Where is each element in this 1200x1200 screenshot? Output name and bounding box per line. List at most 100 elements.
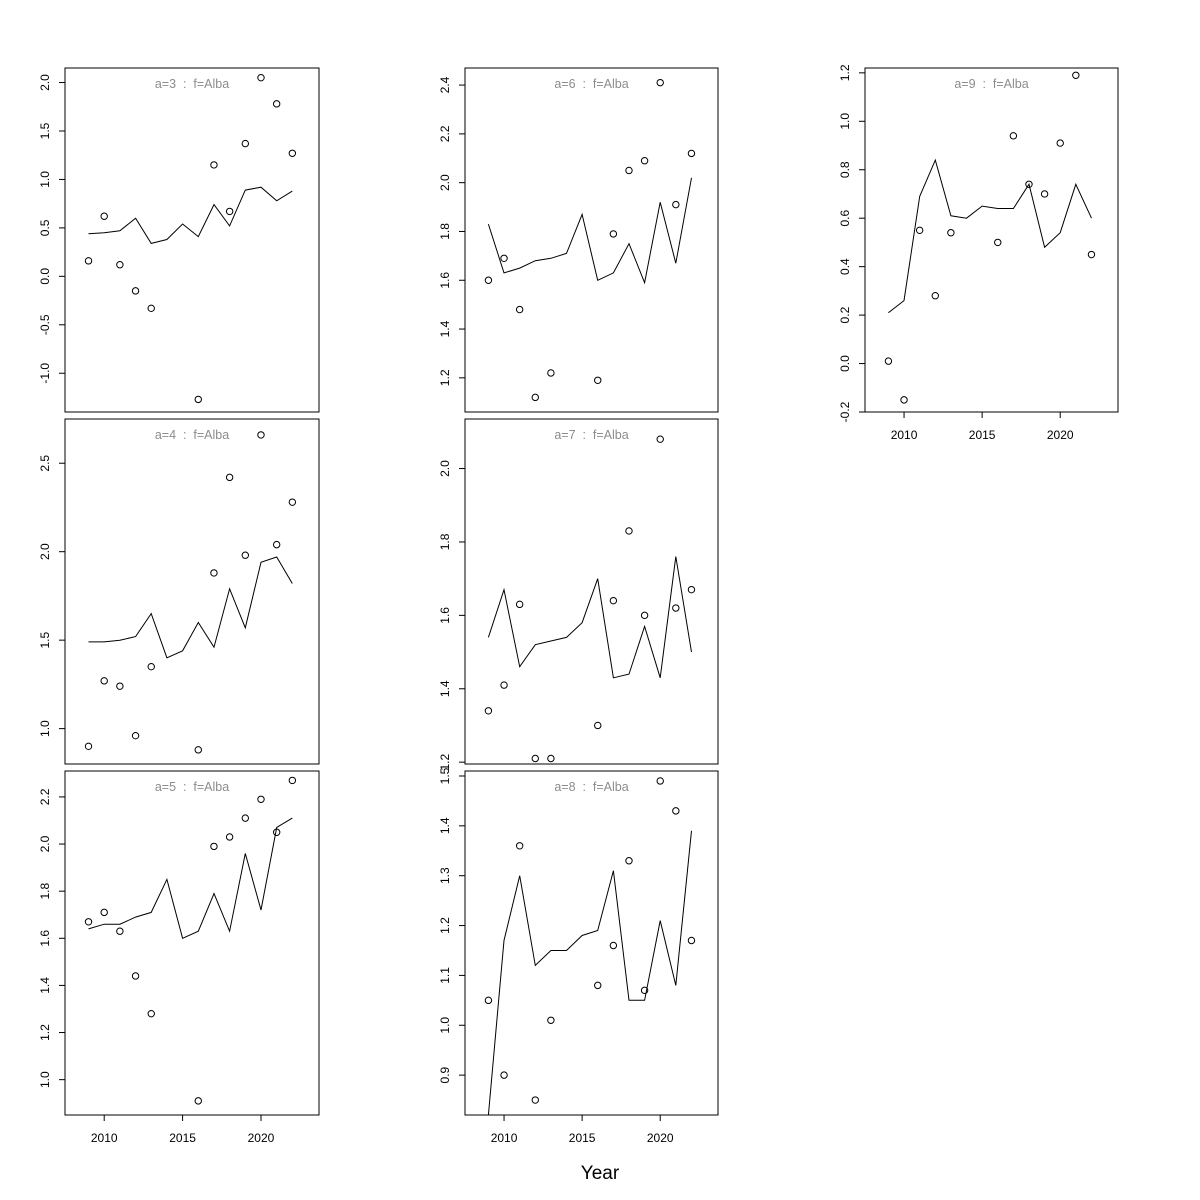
observed-point <box>84 742 93 751</box>
observed-point <box>531 393 539 402</box>
y-tick-label: 1.2 <box>438 754 452 771</box>
y-tick-label: 0.8 <box>838 161 852 178</box>
y-tick-label: 1.2 <box>438 917 452 934</box>
x-axis-label: Year <box>581 1163 620 1184</box>
fitted-line <box>888 158 1092 314</box>
plot-frame <box>864 67 1119 413</box>
y-tick-label: 1.2 <box>838 64 852 81</box>
observed-point <box>288 498 297 506</box>
observed-point <box>994 238 1002 247</box>
y-tick-label: 1.3 <box>438 867 452 884</box>
x-axis: 2010 2015 2020 <box>491 1115 674 1145</box>
x-tick-label: 2020 <box>248 1131 275 1145</box>
y-axis: 0.9 1.0 1.1 1.2 1.3 1.4 1.5 <box>438 767 465 1083</box>
observed-point <box>272 540 281 549</box>
observed-point <box>484 707 493 715</box>
observed-point <box>915 226 924 235</box>
y-tick-label: 1.4 <box>438 680 452 697</box>
y-tick-label: 0.5 <box>38 219 52 236</box>
observed-point <box>272 828 281 836</box>
observed-point <box>210 569 218 577</box>
observed-point <box>500 254 508 262</box>
observed-point <box>484 996 493 1005</box>
y-axis: 1.0 1.2 1.4 1.6 1.8 2.0 2.2 <box>38 788 65 1088</box>
observed-point <box>1056 139 1064 147</box>
observed-point <box>656 78 664 87</box>
y-tick-label: 1.2 <box>38 1024 52 1041</box>
observed-point <box>84 918 93 926</box>
observed-point <box>515 600 524 609</box>
observed-point <box>147 662 155 671</box>
y-axis: 1.2 1.4 1.6 1.8 2.0 2.2 2.4 <box>438 76 465 386</box>
observed-point <box>194 746 202 754</box>
y-tick-label: 1.8 <box>438 533 452 550</box>
observed-point <box>500 681 508 689</box>
observed-point <box>257 431 265 439</box>
observed-point <box>500 1071 508 1079</box>
y-tick-label: 1.6 <box>438 272 452 289</box>
x-axis: 2010 2015 2020 <box>891 412 1074 442</box>
observed-point <box>672 200 680 209</box>
observed-point <box>147 304 155 313</box>
observed-point <box>547 1016 555 1024</box>
panel-title: a=9 : f=Alba <box>954 77 1028 91</box>
observed-point <box>100 908 108 917</box>
y-tick-label: 0.0 <box>38 268 52 285</box>
panel-7: a=9 : f=Alba -0.2 0.0 0.2 0.4 0.6 0.8 1.0 1.2 201… <box>838 64 1119 442</box>
observed-point <box>210 842 218 851</box>
observed-point <box>1072 71 1080 79</box>
observed-point <box>656 435 664 443</box>
observed-point <box>147 1009 155 1018</box>
y-axis: 1.2 1.4 1.6 1.8 2.0 <box>438 460 465 771</box>
plot-frame <box>64 67 320 413</box>
observed-point <box>194 1097 202 1105</box>
observed-point <box>625 527 633 535</box>
observed-point <box>100 677 108 685</box>
observed-point <box>131 287 140 295</box>
observed-point <box>210 161 218 169</box>
fitted-line <box>88 556 293 659</box>
fitted-line <box>487 830 692 1115</box>
observed-point <box>594 981 602 990</box>
observed-point <box>288 776 297 785</box>
y-tick-label: 2.0 <box>438 174 452 191</box>
x-tick-label: 2010 <box>491 1131 518 1145</box>
fitted-line <box>487 556 692 679</box>
y-tick-label: 1.0 <box>38 171 52 188</box>
y-axis: -0.2 0.0 0.2 0.4 0.6 0.8 1.0 1.2 <box>838 64 865 422</box>
y-tick-label: 1.0 <box>438 1017 452 1034</box>
observed-point <box>194 395 202 404</box>
fitted-line <box>88 817 293 939</box>
x-tick-label: 2015 <box>969 428 996 442</box>
x-tick-label: 2010 <box>91 1131 118 1145</box>
plot-frame <box>464 418 719 765</box>
panel-title: a=7 : f=Alba <box>554 428 628 442</box>
y-tick-label: 1.8 <box>438 223 452 240</box>
y-tick-label: 2.2 <box>438 125 452 142</box>
y-tick-label: 1.8 <box>38 883 52 900</box>
y-tick-label: 2.0 <box>438 460 452 477</box>
observed-point <box>515 842 524 850</box>
observed-point <box>116 682 124 690</box>
observed-point <box>257 795 265 803</box>
observed-point <box>100 212 108 220</box>
y-tick-label: 2.0 <box>38 543 52 560</box>
observed-point <box>131 731 140 740</box>
observed-point <box>640 157 649 165</box>
x-tick-label: 2015 <box>569 1131 596 1145</box>
observed-point <box>900 396 908 404</box>
plot-frame <box>464 67 719 413</box>
observed-point <box>1009 132 1018 140</box>
observed-point <box>609 941 618 950</box>
observed-point <box>625 166 633 175</box>
observed-point <box>547 369 555 377</box>
panel-title: a=5 : f=Alba <box>155 780 229 794</box>
observed-point <box>931 292 939 300</box>
observed-point <box>656 777 664 785</box>
x-tick-label: 2020 <box>647 1131 674 1145</box>
observed-point <box>640 986 649 995</box>
observed-point <box>257 73 265 82</box>
observed-point <box>84 257 93 265</box>
